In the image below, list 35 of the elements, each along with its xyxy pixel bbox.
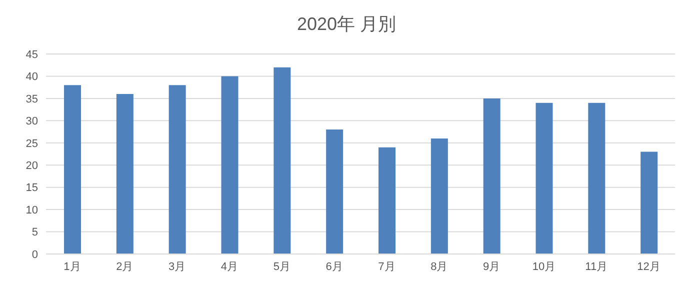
x-tick-label: 12月 [637,260,660,273]
bar [326,130,344,254]
y-tick-label: 15 [26,182,38,194]
x-tick-label: 2月 [116,260,134,273]
bar [221,76,238,254]
y-tick-label: 20 [26,160,38,172]
x-tick-label: 5月 [273,260,290,273]
x-tick-label: 7月 [378,260,396,273]
x-tick-label: 11月 [585,260,608,273]
x-tick-label: 10月 [532,260,556,273]
y-tick-label: 10 [26,204,38,216]
x-tick-label: 8月 [430,260,448,273]
bar [274,67,291,254]
y-tick-label: 25 [26,138,38,150]
x-tick-label: 1月 [64,260,81,273]
x-tick-label: 9月 [482,260,500,273]
x-tick-label: 4月 [220,260,238,273]
bar [168,85,186,254]
bar [588,102,606,254]
bar [64,85,81,254]
bar [483,98,500,254]
bar [430,138,448,254]
y-tick-label: 35 [26,93,38,106]
bar [116,94,134,254]
x-tick-label: 6月 [326,260,343,273]
y-tick-label: 0 [32,248,38,261]
y-tick-label: 5 [32,226,38,239]
y-tick-label: 45 [26,48,38,61]
y-tick-label: 30 [26,116,38,128]
bar [640,152,658,254]
bar [378,147,396,254]
chart-title: 2020年 月別 [296,13,398,36]
x-tick-label: 3月 [168,260,186,273]
y-tick-label: 40 [26,71,38,84]
bar [536,102,553,254]
